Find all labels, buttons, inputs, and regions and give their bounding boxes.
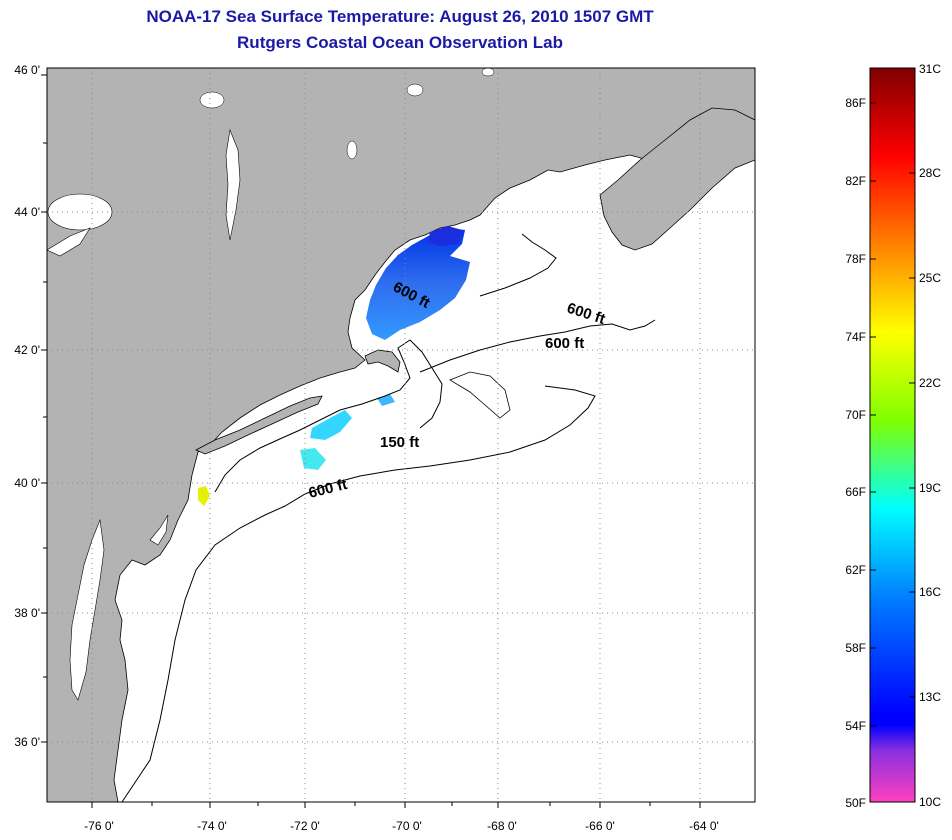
sst-southern-new-england	[310, 410, 352, 440]
mainland-land	[47, 68, 755, 802]
map-subtitle: Rutgers Coastal Ocean Observation Lab	[237, 33, 563, 52]
delaware-bay	[149, 514, 169, 546]
lake-3	[346, 140, 358, 160]
contour-label: 150 ft	[380, 434, 419, 451]
lat-label: 44 0'	[14, 205, 40, 219]
fahrenheit-label: 86F	[845, 96, 866, 110]
lat-label: 36 0'	[14, 735, 40, 749]
lake-2	[406, 83, 424, 97]
sst-gulf-of-maine-north	[428, 226, 462, 246]
celsius-label: 13C	[919, 690, 941, 704]
lon-label: -66 0'	[585, 819, 615, 833]
lat-label: 46 0'	[14, 63, 40, 77]
sst-south-patch	[300, 448, 326, 470]
lon-label: -68 0'	[487, 819, 517, 833]
contour-150ft	[214, 339, 443, 493]
fahrenheit-label: 78F	[845, 252, 866, 266]
lake-4	[481, 68, 495, 77]
fahrenheit-label: 70F	[845, 408, 866, 422]
colorbar-ticks	[870, 102, 915, 727]
contour-600ft-gulf	[479, 233, 557, 297]
fahrenheit-label: 74F	[845, 330, 866, 344]
lon-label: -70 0'	[392, 819, 422, 833]
lake-champlain	[225, 128, 241, 241]
lat-label: 40 0'	[14, 476, 40, 490]
celsius-label: 16C	[919, 585, 941, 599]
fahrenheit-label: 54F	[845, 719, 866, 733]
map-ticks	[41, 74, 701, 808]
celsius-label: 10C	[919, 795, 941, 809]
colorbar-gradient	[869, 67, 916, 803]
fahrenheit-label: 58F	[845, 641, 866, 655]
lat-label: 38 0'	[14, 606, 40, 620]
contour-600ft-shelf-break	[121, 385, 596, 802]
contour-label: 600 ft	[545, 335, 584, 352]
lon-label: -74 0'	[197, 819, 227, 833]
lon-label: -64 0'	[689, 819, 719, 833]
celsius-label: 22C	[919, 376, 941, 390]
celsius-label: 28C	[919, 166, 941, 180]
contour-inner	[449, 371, 511, 419]
fahrenheit-label: 66F	[845, 485, 866, 499]
cape-cod	[364, 349, 401, 373]
contour-600ft-georges	[419, 319, 656, 373]
fahrenheit-label: 62F	[845, 563, 866, 577]
lon-label: -76 0'	[84, 819, 114, 833]
map-frame	[46, 67, 756, 803]
celsius-label: 25C	[919, 271, 941, 285]
lake-1	[199, 91, 225, 109]
lake-erie	[47, 227, 91, 257]
nova-scotia	[599, 107, 755, 251]
long-island	[195, 395, 323, 455]
sst-nj-warm-patch	[198, 486, 210, 506]
map-grid	[47, 68, 755, 802]
celsius-label: 31C	[919, 62, 941, 76]
lon-label: -72 0'	[290, 819, 320, 833]
sst-gulf-of-maine	[366, 228, 470, 340]
chesapeake-bay	[69, 518, 105, 701]
lat-label: 42 0'	[14, 343, 40, 357]
celsius-label: 19C	[919, 481, 941, 495]
fahrenheit-label: 82F	[845, 174, 866, 188]
fahrenheit-label: 50F	[845, 796, 866, 810]
map-title: NOAA-17 Sea Surface Temperature: August …	[146, 7, 654, 26]
